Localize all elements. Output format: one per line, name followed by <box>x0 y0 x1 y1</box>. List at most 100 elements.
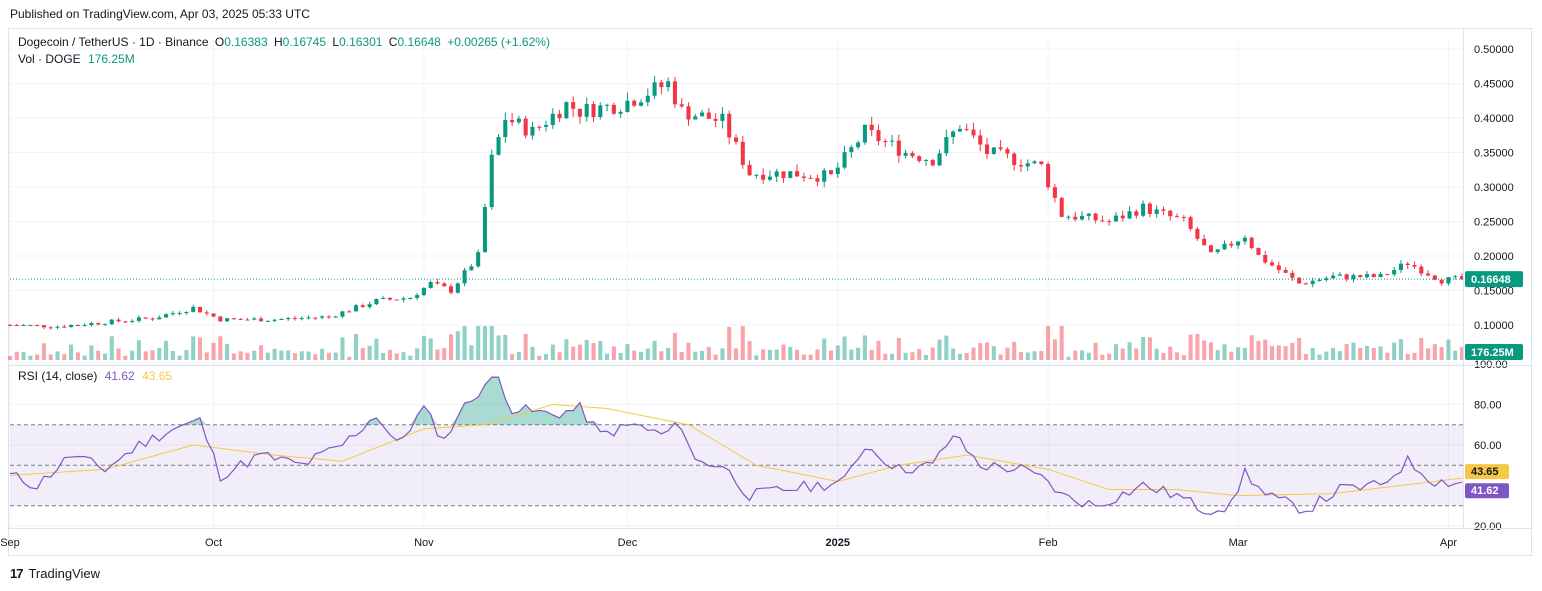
volume-bar <box>510 354 515 360</box>
time-tick-label: Mar <box>1229 537 1248 549</box>
candle-body <box>516 118 521 123</box>
candle-body <box>1263 255 1268 263</box>
candle-body <box>1113 215 1118 222</box>
volume-bar <box>795 349 800 360</box>
candle-body <box>1018 165 1024 167</box>
candle-body <box>815 178 820 182</box>
candle-body <box>184 311 189 314</box>
candle-body <box>577 108 582 117</box>
candle-body <box>136 317 141 321</box>
candle-body <box>849 147 854 153</box>
volume-bar <box>1147 337 1152 360</box>
tradingview-logo-icon: 17 <box>10 566 24 581</box>
candle-body <box>869 124 874 131</box>
candle-body <box>727 113 732 138</box>
candle-body <box>170 313 175 315</box>
volume-bar <box>1052 339 1057 360</box>
candle-body <box>48 327 53 329</box>
candle-body <box>964 128 969 130</box>
volume-bar <box>530 346 535 360</box>
volume-bar <box>1337 351 1342 360</box>
volume-legend: Vol · DOGE 176.25M <box>18 52 135 66</box>
price-tick-label: 0.15000 <box>1474 286 1514 298</box>
price-tick-label: 0.35000 <box>1474 148 1514 160</box>
volume-bar <box>455 331 460 360</box>
volume-bar <box>333 352 338 360</box>
volume-bar <box>713 354 718 360</box>
volume-bar <box>231 353 236 360</box>
rsi-line <box>9 376 1463 515</box>
candle-body <box>374 299 379 305</box>
candle-body <box>1195 228 1200 239</box>
candle-body <box>1005 149 1010 154</box>
candle-body <box>1351 275 1356 280</box>
candle-body <box>28 324 33 326</box>
volume-bar <box>69 344 74 360</box>
price-tick-label: 0.50000 <box>1474 44 1514 56</box>
candle-body <box>69 325 74 328</box>
candle-body <box>1344 274 1349 280</box>
candle-body <box>354 305 359 312</box>
candle-body <box>387 297 392 300</box>
candle-body <box>265 320 270 322</box>
volume-bar <box>862 335 867 360</box>
candle-body <box>598 105 603 118</box>
candle-body <box>442 283 447 287</box>
candle-body <box>306 317 311 319</box>
volume-bar <box>917 349 922 360</box>
candle-body <box>537 126 542 128</box>
volume-bar <box>326 352 331 360</box>
candle-body <box>1229 243 1234 246</box>
change-value: +0.00265 (+1.62%) <box>447 35 550 49</box>
candle-body <box>1032 161 1037 164</box>
candle-body <box>164 314 169 318</box>
candle-body <box>638 102 644 106</box>
volume-bar <box>571 346 576 360</box>
volume-bar <box>666 347 671 360</box>
candle-body <box>1269 262 1275 266</box>
candle-body <box>917 156 922 161</box>
volume-bar <box>591 343 596 360</box>
candle-body <box>1147 203 1152 214</box>
price-tick-label: 0.25000 <box>1474 217 1514 229</box>
volume-bar <box>21 352 26 360</box>
volume-bar <box>815 349 820 360</box>
volume-bar <box>611 346 616 360</box>
volume-bar <box>1378 346 1383 360</box>
volume-bar <box>693 351 698 360</box>
volume-bar <box>82 355 87 360</box>
volume-bar <box>808 354 813 360</box>
volume-bar <box>204 352 209 360</box>
candle-body <box>252 318 257 320</box>
volume-bar <box>286 350 291 360</box>
candle-body <box>1432 275 1437 280</box>
candle-body <box>700 112 705 117</box>
candle-body <box>679 104 684 107</box>
candle-body <box>1439 279 1444 284</box>
candle-body <box>1093 213 1098 221</box>
volume-bar <box>971 347 976 360</box>
candle-body <box>767 176 772 180</box>
candle-body <box>862 124 867 143</box>
candle-body <box>1337 274 1342 276</box>
symbol-legend: Dogecoin / TetherUS · 1D · Binance O0.16… <box>18 35 550 49</box>
volume-bar <box>1331 347 1336 360</box>
candle-body <box>96 322 101 325</box>
volume-bar <box>1276 345 1281 360</box>
volume-bar <box>1432 344 1437 360</box>
volume-bar <box>1222 344 1227 360</box>
candle-body <box>1059 197 1064 217</box>
candle-body <box>421 287 426 296</box>
candle-body <box>313 317 318 319</box>
candle-body <box>191 306 196 312</box>
candle-body <box>272 319 277 321</box>
volume-bar <box>55 351 60 360</box>
candle-body <box>971 129 976 136</box>
volume-bar <box>265 352 270 360</box>
candle-body <box>720 113 725 121</box>
candle-body <box>1446 277 1451 284</box>
candle-body <box>1249 237 1254 249</box>
candle-body <box>1297 277 1302 284</box>
volume-bar <box>1283 346 1288 360</box>
